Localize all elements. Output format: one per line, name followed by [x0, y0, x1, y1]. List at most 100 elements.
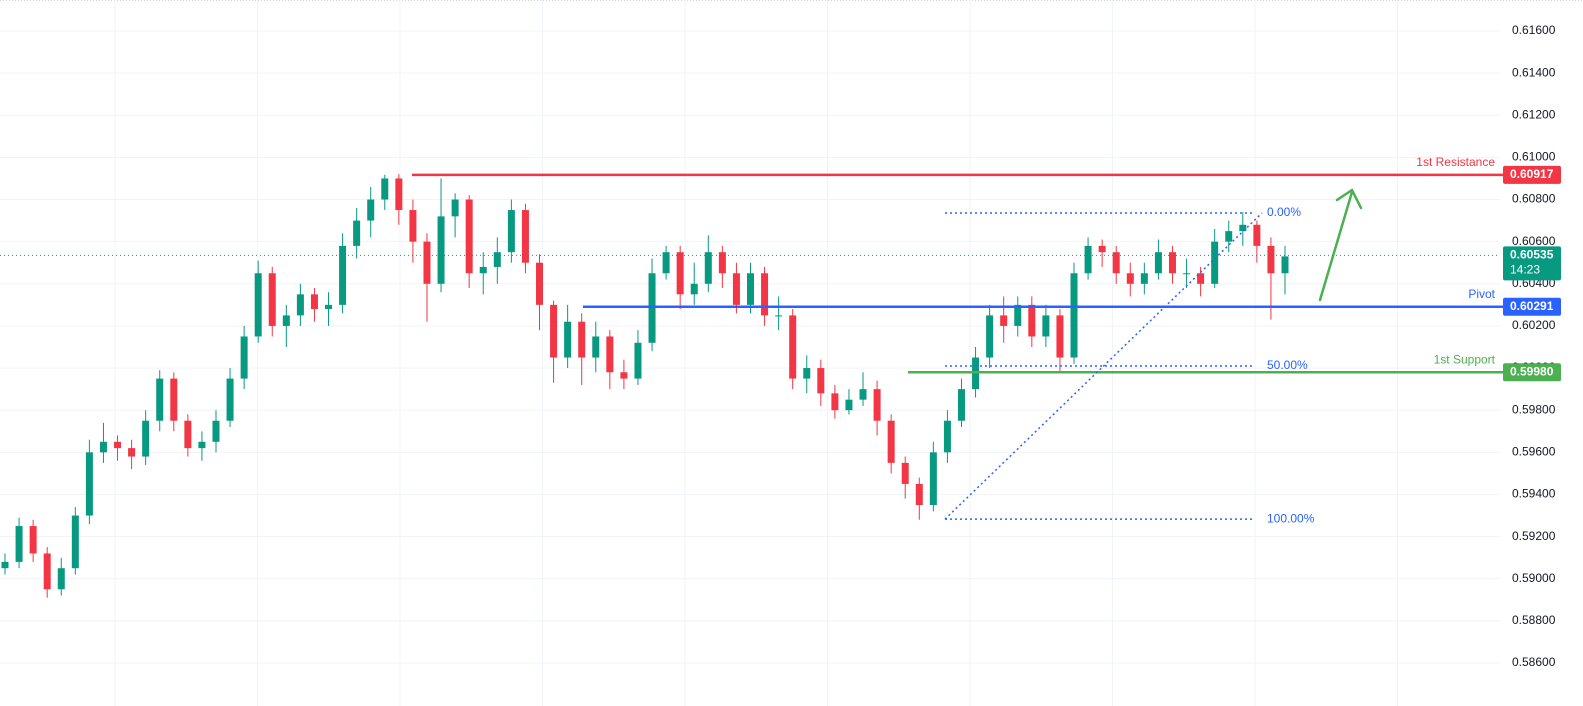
candle-body	[409, 210, 417, 242]
candle-body	[676, 252, 684, 295]
y-tick-label: 0.61000	[1512, 150, 1556, 164]
candle-body	[1183, 273, 1191, 275]
candle-body	[690, 283, 698, 295]
level-tag-label: 0.59980	[1510, 364, 1554, 378]
candle-body	[592, 336, 600, 358]
candle-body	[212, 420, 220, 442]
candle-body	[1098, 245, 1106, 253]
candle-body	[268, 273, 276, 326]
y-tick-label: 0.60600	[1512, 234, 1556, 248]
level-name: 1st Resistance	[1416, 155, 1495, 169]
candle-body	[198, 441, 206, 449]
candle-body	[957, 389, 965, 421]
candle-body	[71, 515, 79, 569]
level-name: Pivot	[1468, 287, 1495, 301]
candle-body	[831, 393, 839, 411]
candle-body	[1126, 273, 1134, 284]
candle-body	[606, 336, 614, 373]
candle-body	[986, 315, 994, 358]
y-tick-label: 0.59000	[1512, 571, 1556, 585]
y-tick-label: 0.59200	[1512, 529, 1556, 543]
candle-body	[746, 273, 754, 305]
candle-body	[859, 389, 867, 400]
candle-body	[662, 252, 670, 274]
level-tag	[1503, 297, 1561, 316]
candle-body	[423, 241, 431, 284]
candle-body	[1239, 224, 1247, 232]
candle-body	[1267, 245, 1275, 274]
y-tick-label: 0.61200	[1512, 107, 1556, 121]
candle-body	[1014, 304, 1022, 326]
candle-body	[732, 273, 740, 305]
current-price-label: 0.60535	[1510, 248, 1554, 262]
countdown-label: 14:23	[1510, 263, 1540, 277]
candle-body	[142, 420, 150, 457]
candle-body	[803, 368, 811, 379]
candle-body	[282, 315, 290, 326]
candle-body	[451, 199, 459, 217]
y-tick-label: 0.60800	[1512, 192, 1556, 206]
y-tick-label: 0.59600	[1512, 445, 1556, 459]
candle-body	[296, 294, 304, 316]
candle-body	[564, 321, 572, 358]
candle-body	[550, 304, 558, 358]
candle-body	[929, 452, 937, 506]
candle-body	[775, 315, 783, 317]
candle-body	[718, 252, 726, 274]
candle-body	[1042, 315, 1050, 337]
candle-body	[887, 420, 895, 463]
candle-body	[128, 448, 136, 457]
fib-label: 0.00%	[1267, 205, 1301, 219]
level-tag-label: 0.60291	[1510, 299, 1554, 313]
level-tag	[1503, 363, 1561, 382]
candle-body	[493, 252, 501, 267]
candle-body	[156, 378, 164, 421]
grid	[0, 0, 1500, 706]
candle-body	[1028, 304, 1036, 337]
y-tick-label: 0.61400	[1512, 65, 1556, 79]
candle-body	[325, 304, 333, 310]
candle-body	[114, 441, 122, 449]
candle-body	[381, 178, 389, 200]
candle-body	[85, 452, 93, 516]
candle-body	[57, 568, 65, 590]
candle-body	[465, 199, 473, 274]
candle-body	[15, 526, 23, 562]
candle-body	[1112, 252, 1120, 274]
candle-body	[1168, 252, 1176, 274]
candle-body	[578, 321, 586, 358]
candle-body	[1225, 231, 1233, 242]
level-tag	[1503, 165, 1561, 184]
y-tick-label: 0.61600	[1512, 23, 1556, 37]
y-tick-label: 0.60200	[1512, 318, 1556, 332]
candle-body	[1084, 245, 1092, 274]
candle-body	[367, 199, 375, 221]
candle-body	[1056, 315, 1064, 358]
y-tick-label: 0.58800	[1512, 613, 1556, 627]
candle-body	[395, 178, 403, 211]
candle-body	[1000, 315, 1008, 326]
fib-label: 50.00%	[1267, 358, 1308, 372]
fib-trend	[944, 212, 1263, 520]
candle-body	[901, 462, 909, 484]
candle-body	[240, 336, 248, 379]
y-tick-label: 0.59400	[1512, 487, 1556, 501]
level-name: 1st Support	[1434, 352, 1496, 366]
candle-body	[761, 273, 769, 316]
candle-body	[353, 220, 361, 246]
y-tick-label: 0.59800	[1512, 402, 1556, 416]
current-price-tag	[1503, 246, 1561, 281]
candle-body	[915, 483, 923, 506]
candle-body	[254, 273, 262, 337]
candle-body	[536, 262, 544, 305]
candle-body	[507, 210, 515, 253]
candle-body	[1154, 252, 1162, 274]
marks	[1, 174, 1289, 598]
candle-body	[634, 342, 642, 379]
candle-body	[43, 553, 51, 590]
level-tag-label: 0.60917	[1510, 167, 1554, 181]
candle-body	[1253, 224, 1261, 246]
candle-body	[704, 252, 712, 284]
candle-body	[339, 245, 347, 305]
candle-body	[1070, 273, 1078, 358]
